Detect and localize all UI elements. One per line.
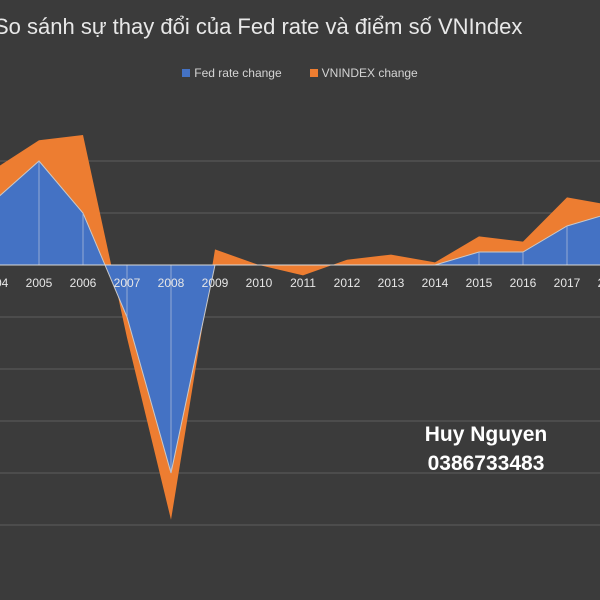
x-tick-label: 2013	[378, 276, 405, 290]
x-tick-label: 2005	[26, 276, 53, 290]
legend-swatch-fed	[182, 69, 191, 77]
x-tick-label: 2010	[246, 276, 273, 290]
area-vnindex	[0, 135, 600, 520]
legend-swatch-vnindex	[309, 69, 318, 77]
watermark: Huy Nguyen 0386733483	[396, 420, 576, 478]
x-tick-label: 2016	[510, 276, 537, 290]
x-tick-label: 2006	[70, 276, 97, 290]
legend-item-vnindex: VNINDEX change	[309, 66, 418, 80]
legend: Fed rate change VNINDEX change	[0, 66, 600, 80]
x-tick-label: 2012	[334, 276, 361, 290]
gridlines	[0, 160, 600, 526]
x-tick-label: 2009	[202, 276, 229, 290]
area-fed	[0, 161, 600, 473]
x-tick-label: 2015	[466, 276, 493, 290]
x-tick-label: 2008	[158, 276, 185, 290]
legend-label-vnindex: VNINDEX change	[321, 66, 418, 80]
x-tick-label: 2014	[422, 276, 449, 290]
legend-label-fed: Fed rate change	[194, 66, 282, 80]
x-tick-label: 2007	[114, 276, 141, 290]
chart-title: So sánh sự thay đổi của Fed rate và điểm…	[0, 14, 523, 39]
x-axis-ticks: 2004 2005 2006 2007 2008 2009 2010 2011 2012 2013…	[0, 276, 600, 290]
x-tick-label: 2018	[598, 276, 600, 290]
watermark-phone: 0386733483	[427, 452, 545, 475]
x-tick-label: 2004	[0, 276, 9, 290]
area-series	[0, 135, 600, 520]
legend-item-fed: Fed rate change	[182, 66, 282, 80]
x-tick-label: 2011	[290, 276, 316, 290]
x-tick-label: 2017	[554, 276, 581, 290]
watermark-name: Huy Nguyen	[424, 423, 548, 446]
